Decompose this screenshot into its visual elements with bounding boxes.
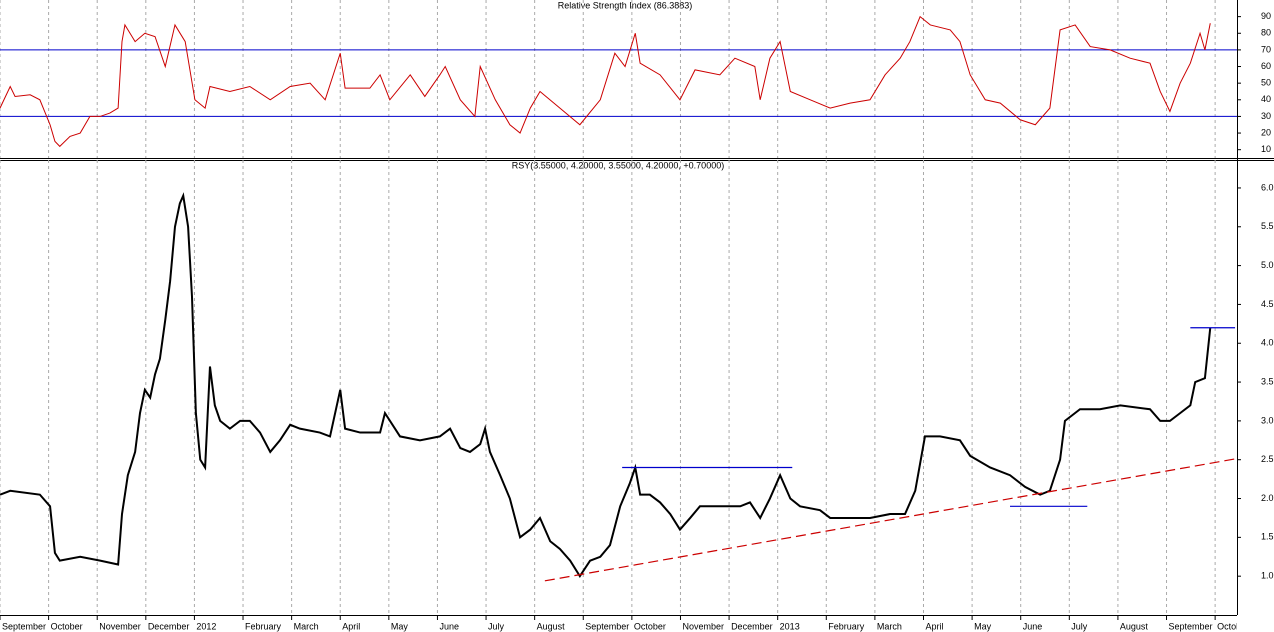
x-tick-label: February [245,621,282,631]
x-tick-label: June [439,621,459,631]
x-tick-label: 2013 [780,621,800,631]
x-tick-label: July [1071,621,1088,631]
y-tick-label: 30 [1261,111,1271,121]
x-tick-label: August [1120,621,1149,631]
y-tick-label: 5.5 [1261,221,1274,231]
x-tick-label: May [974,621,992,631]
y-tick-label: 50 [1261,78,1271,88]
y-tick-label: 2.5 [1261,454,1274,464]
price-line [0,192,1212,579]
x-tick-label: April [925,621,943,631]
x-tick-label: March [294,621,319,631]
y-tick-label: 70 [1261,44,1271,54]
x-tick-label: May [391,621,409,631]
x-tick-label: November [99,621,141,631]
x-tick-label: October [634,621,666,631]
y-tick-label: 80 [1261,28,1271,38]
x-tick-label: August [537,621,566,631]
y-tick-label: 4.0 [1261,338,1274,348]
annotation-line [544,458,1236,582]
rsi-title: Relative Strength Index (86.3883) [558,0,693,10]
x-tick-label: April [342,621,360,631]
y-tick-label: 60 [1261,61,1271,71]
y-tick-label: 20 [1261,127,1271,137]
y-tick-label: 5.0 [1261,260,1274,270]
x-tick-label: September [2,621,46,631]
x-tick-label: June [1023,621,1043,631]
y-tick-label: 1.0 [1261,571,1274,581]
x-tick-label: September [1169,621,1213,631]
x-labels: September October November December 2012 Febr… [2,621,1241,631]
x-tick-label: December [731,621,773,631]
y-tick-label: 3.5 [1261,376,1274,386]
y-tick-label: 6.0 [1261,182,1274,192]
x-tick-label: March [877,621,902,631]
x-tick-label: November [682,621,724,631]
y-tick-label: 4.5 [1261,299,1274,309]
y-tick-label: 10 [1261,144,1271,154]
x-tick-label: July [488,621,505,631]
price-title: RSY(3.55000, 4.20000, 3.55000, 4.20000, … [512,160,724,170]
x-tick-label: Octob [1217,621,1241,631]
y-tick-label: 40 [1261,94,1271,104]
x-tick-label: October [51,621,83,631]
x-tick-label: February [828,621,865,631]
x-tick-label: 2012 [196,621,216,631]
y-tick-label: 2.0 [1261,493,1274,503]
y-tick-label: 90 [1261,11,1271,21]
y-tick-label: 1.5 [1261,532,1274,542]
y-tick-label: 3.0 [1261,415,1274,425]
x-tick-label: September [585,621,629,631]
x-tick-label: December [148,621,190,631]
price-line [0,15,1211,148]
